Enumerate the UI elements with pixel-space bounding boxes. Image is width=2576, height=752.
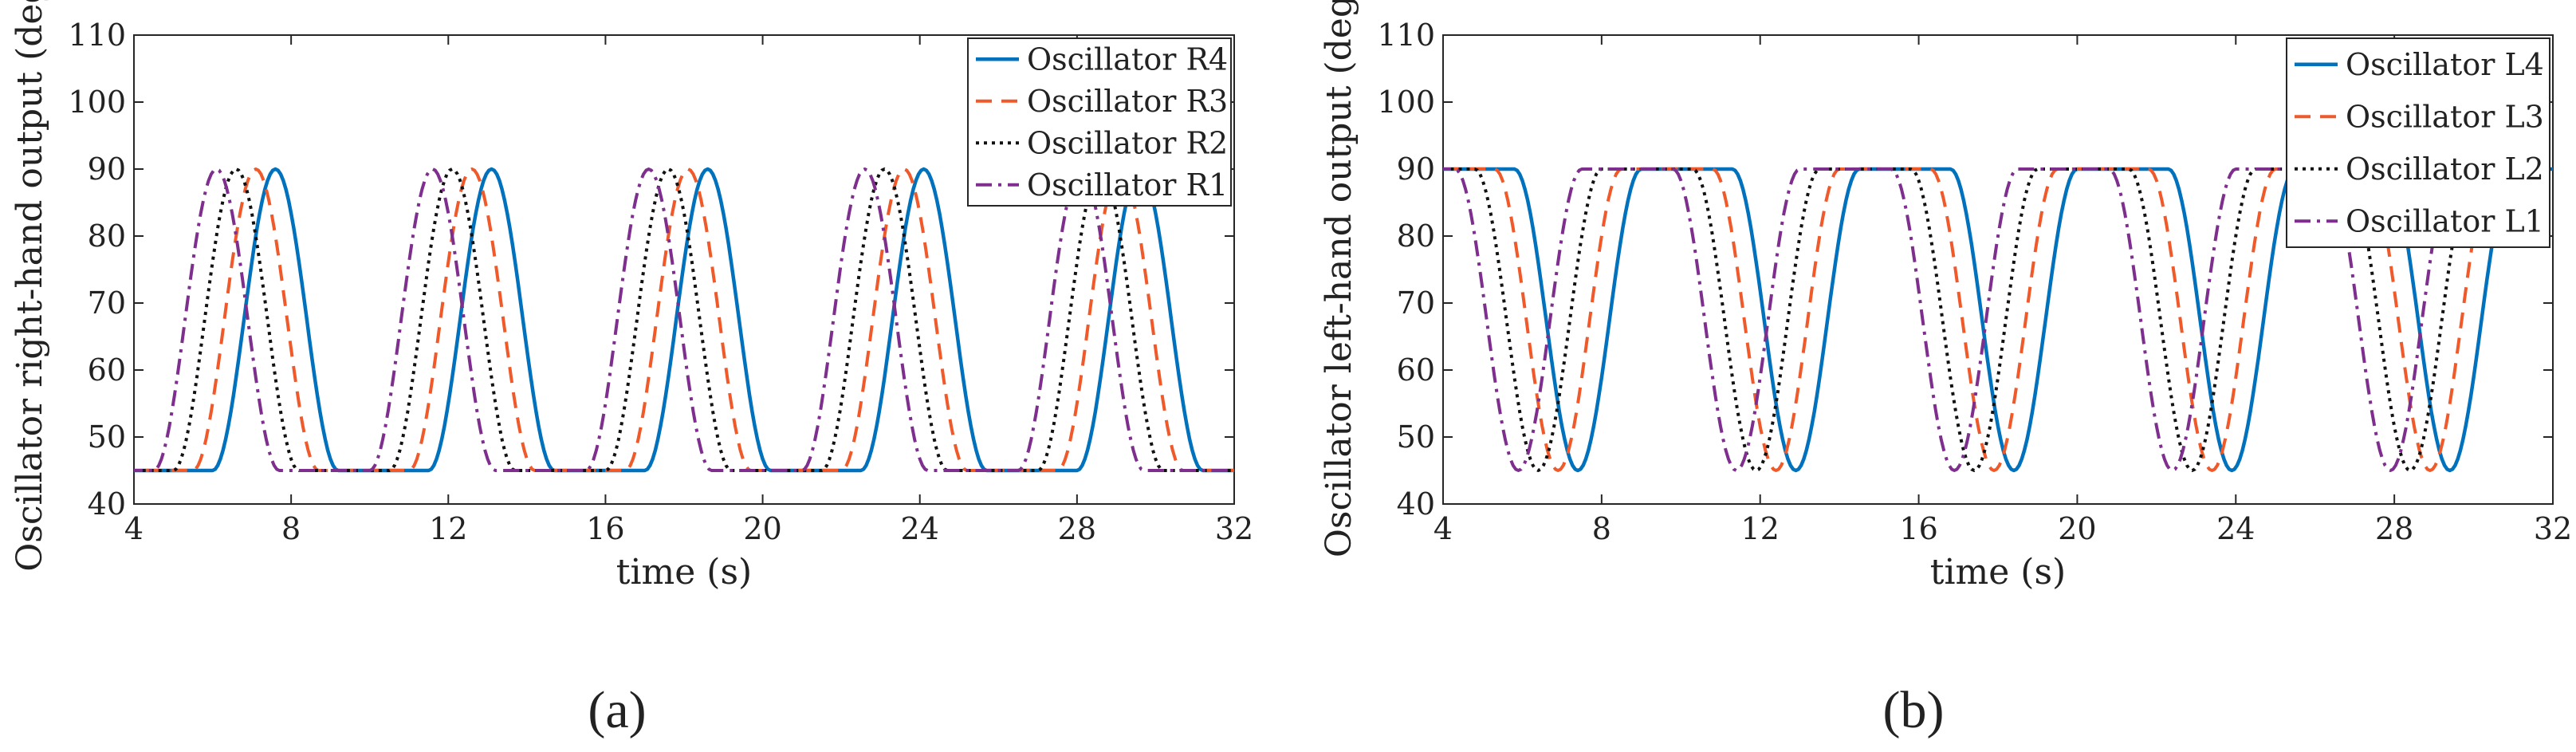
y-axis-label: Oscillator right-hand output (deg)	[10, 0, 50, 572]
series-line-oscillator-r3	[134, 167, 1234, 472]
legend-entry: Oscillator R3	[1027, 84, 1228, 119]
legend-entry: Oscillator R2	[1027, 125, 1228, 160]
y-axis-label: Oscillator left-hand output (deg)	[1319, 0, 1359, 557]
y-tick-label: 100	[68, 85, 126, 120]
legend-entry: Oscillator R4	[1027, 41, 1228, 77]
x-tick-label: 8	[281, 511, 301, 546]
legend-entry: Oscillator L4	[2346, 47, 2544, 82]
panel-a: 4 8 12 16 20 24 28 32 40 50 60 70 80 90 100 110 time (s)…	[10, 0, 1253, 739]
series-line-oscillator-l2	[1443, 167, 2553, 472]
x-axis-label: time (s)	[1930, 552, 2066, 593]
y-tick-label: 100	[1377, 85, 1435, 120]
series-line-oscillator-r2	[134, 167, 1234, 472]
x-tick-label: 16	[1899, 511, 1937, 546]
x-tick-label: 12	[429, 511, 467, 546]
y-tick-label: 60	[1397, 352, 1435, 388]
y-tick-label: 80	[88, 219, 126, 254]
y-tick-label: 90	[1397, 152, 1435, 187]
y-tick-label: 50	[1397, 419, 1435, 455]
y-tick-label: 60	[88, 352, 126, 388]
y-tick-label: 80	[1397, 219, 1435, 254]
x-tick-label: 32	[2534, 511, 2572, 546]
y-tick-label: 70	[1397, 285, 1435, 321]
panel-label: (b)	[1883, 681, 1945, 739]
x-tick-label: 8	[1592, 511, 1611, 546]
legend-box	[2286, 37, 2550, 248]
legend-entry: Oscillator L3	[2346, 99, 2544, 134]
panel-b: 4 8 12 16 20 24 28 32 40 50 60 70 80 90 100 110 time (s)…	[1319, 0, 2572, 739]
legend: Oscillator R4 Oscillator R3 Oscillator R2 O…	[967, 37, 1232, 207]
y-tick-label: 90	[88, 152, 126, 187]
x-tick-label: 4	[1434, 511, 1453, 546]
y-tick-label: 70	[88, 285, 126, 321]
series-line-oscillator-r4	[134, 167, 1234, 473]
legend-entry: Oscillator L1	[2346, 203, 2544, 238]
x-tick-label: 28	[1058, 511, 1096, 546]
x-tick-label: 12	[1741, 511, 1780, 546]
y-tick-label: 40	[1397, 486, 1435, 522]
panel-label: (a)	[588, 681, 646, 739]
x-tick-label: 20	[2058, 511, 2096, 546]
y-tick-label: 40	[88, 486, 126, 522]
y-tick-label: 110	[1377, 18, 1435, 53]
series-line-oscillator-r1	[134, 167, 1234, 472]
x-tick-label: 4	[124, 511, 144, 546]
legend: Oscillator L4 Oscillator L3 Oscillator L2 O…	[2286, 37, 2550, 248]
legend-entry: Oscillator L2	[2346, 152, 2544, 187]
y-tick-label: 50	[88, 419, 126, 455]
x-tick-label: 28	[2375, 511, 2413, 546]
x-tick-label: 20	[743, 511, 781, 546]
y-tick-label: 110	[68, 18, 126, 53]
legend-entry: Oscillator R1	[1027, 167, 1228, 203]
x-axis-label: time (s)	[616, 552, 752, 593]
x-tick-label: 32	[1215, 511, 1253, 546]
x-tick-label: 24	[2216, 511, 2255, 546]
x-tick-label: 24	[901, 511, 939, 546]
legend-box	[967, 37, 1232, 207]
x-tick-label: 16	[586, 511, 624, 546]
